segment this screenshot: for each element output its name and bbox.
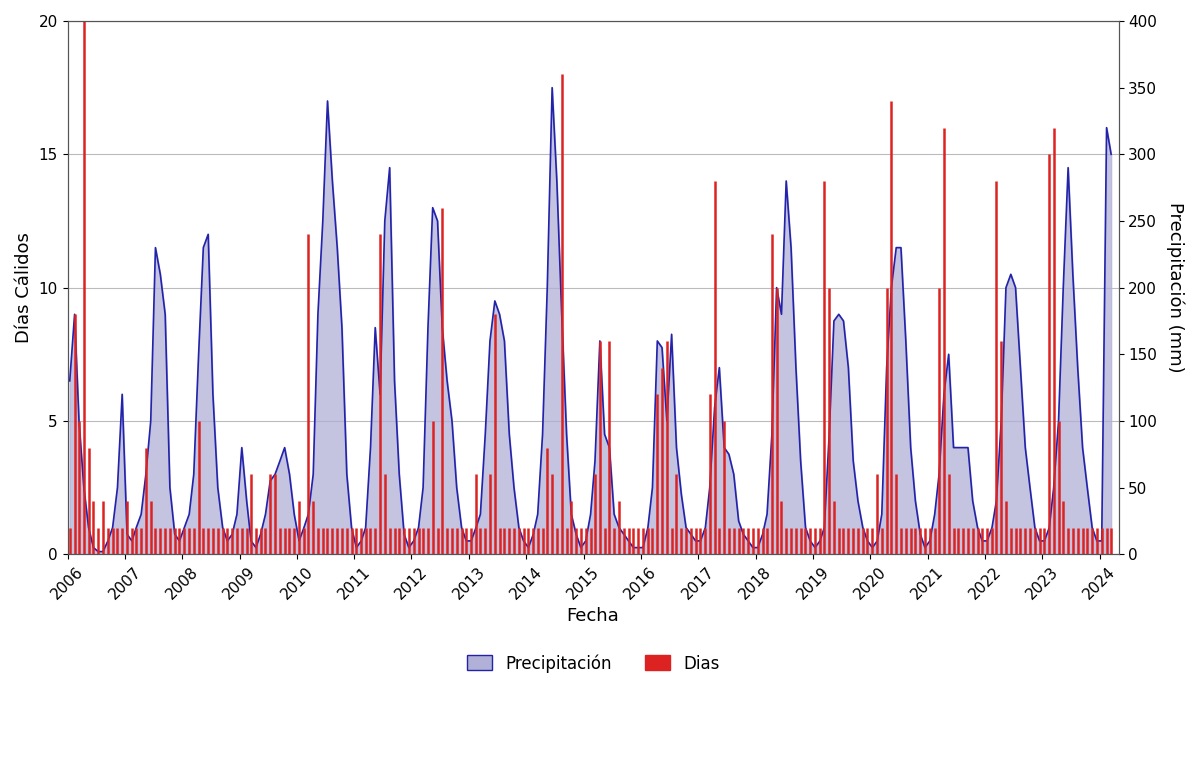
Legend: Precipitación, Dias: Precipitación, Dias xyxy=(460,648,726,679)
Y-axis label: Precipitación (mm): Precipitación (mm) xyxy=(1166,202,1186,373)
X-axis label: Fecha: Fecha xyxy=(566,608,619,625)
Y-axis label: Días Cálidos: Días Cálidos xyxy=(14,232,34,343)
